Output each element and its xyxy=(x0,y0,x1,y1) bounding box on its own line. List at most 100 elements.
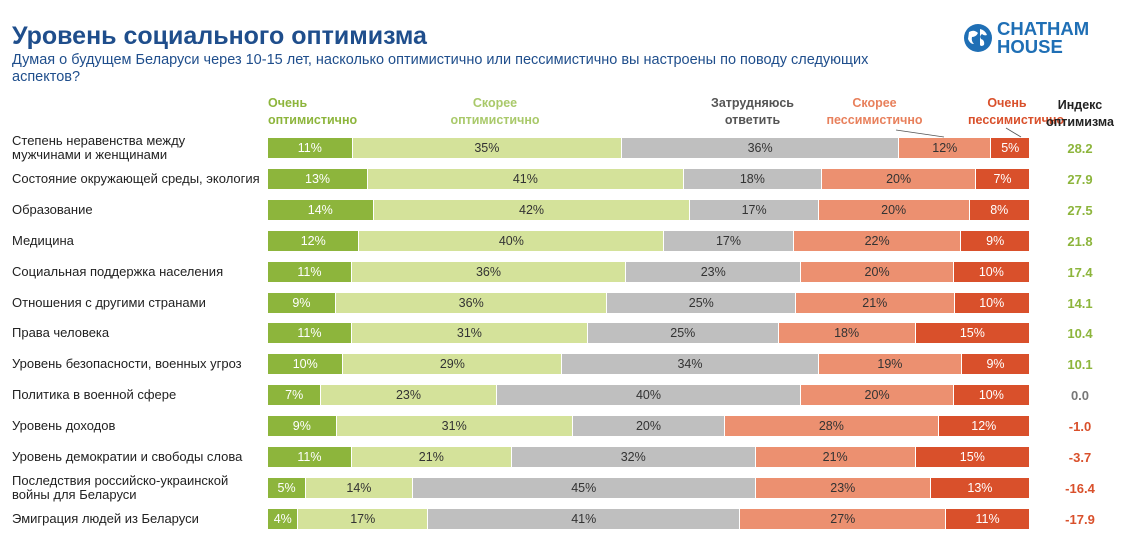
bar-segment: 25% xyxy=(607,292,797,313)
bar-segment: 13% xyxy=(930,477,1030,498)
bar-segment: 27% xyxy=(740,508,947,529)
bar-row: 10% 29% 34% 19% 9% xyxy=(268,354,1030,375)
bar-segment: 8% xyxy=(969,199,1030,220)
optimism-index: -1.0 xyxy=(1068,419,1092,435)
bar-segment: 21% xyxy=(796,292,955,313)
bar-segment: 40% xyxy=(496,385,802,406)
page-title: Уровень социального оптимизма xyxy=(12,22,427,50)
bar-segment: 31% xyxy=(351,323,589,344)
logo-text: CHATHAM HOUSE xyxy=(997,19,1089,56)
bar-segment: 11% xyxy=(268,261,352,282)
optimism-index: -17.9 xyxy=(1065,511,1095,527)
bar-row: 9% 31% 20% 28% 12% xyxy=(268,416,1030,437)
bar-segment: 10% xyxy=(953,261,1030,282)
bar-segment: 41% xyxy=(428,508,741,529)
bar-segment: 25% xyxy=(588,323,779,344)
bar-segment: 34% xyxy=(562,354,819,375)
category-label: Образование xyxy=(12,201,93,217)
bar-segment: 19% xyxy=(818,354,963,375)
bar-segment: 40% xyxy=(359,230,665,251)
bar-segment: 23% xyxy=(755,477,931,498)
bar-segment: 14% xyxy=(306,477,413,498)
bar-segment: 45% xyxy=(412,477,756,498)
bar-segment: 18% xyxy=(778,323,916,344)
chatham-house-logo: CHATHAM HOUSE xyxy=(963,19,1089,56)
category-label: Уровень демократии и свободы слова xyxy=(12,449,243,464)
bar-segment: 11% xyxy=(268,138,353,158)
legend-item: Очень пессимистично xyxy=(968,96,1065,127)
bar-segment: 17% xyxy=(664,230,794,251)
category-label: Медицина xyxy=(12,232,74,248)
bar-segment: 18% xyxy=(683,168,823,189)
bar-segment: 5% xyxy=(991,138,1030,158)
optimism-index: 10.4 xyxy=(1067,326,1093,342)
legend-item: Скорее оптимистично xyxy=(450,96,540,127)
bar-row: 14% 42% 17% 20% 8% xyxy=(268,199,1030,220)
bar-segment: 12% xyxy=(938,416,1030,437)
bar-segment: 10% xyxy=(268,354,344,375)
bar-segment: 13% xyxy=(268,168,369,189)
bar-segment: 36% xyxy=(622,138,900,158)
bar-segment: 21% xyxy=(755,447,916,467)
bar-segment: 14% xyxy=(268,199,374,220)
bar-segment: 29% xyxy=(343,354,563,375)
bar-segment: 10% xyxy=(954,292,1030,313)
bar-segment: 15% xyxy=(915,323,1030,344)
bar-segment: 15% xyxy=(915,447,1030,467)
bar-segment: 23% xyxy=(321,385,497,406)
bar-segment: 9% xyxy=(962,354,1030,375)
legend-item: Скорее пессимистично xyxy=(826,96,923,127)
optimism-index: 0.0 xyxy=(1070,388,1090,404)
category-label: Социальная поддержка населения xyxy=(12,263,224,279)
bar-row: 12% 40% 17% 22% 9% xyxy=(268,230,1030,251)
category-label: Отношения с другими странами xyxy=(12,294,206,310)
category-label: Права человека xyxy=(12,325,110,341)
bar-segment: 9% xyxy=(268,292,336,313)
bar-segment: 42% xyxy=(373,199,691,220)
bar-segment: 20% xyxy=(572,416,726,437)
category-label: Степень неравенства между мужчинами и же… xyxy=(12,133,186,162)
bar-segment: 4% xyxy=(268,508,299,529)
optimism-index: -3.7 xyxy=(1068,450,1092,465)
bar-segment: 7% xyxy=(268,385,322,406)
bar-segment: 11% xyxy=(268,447,352,467)
globe-icon xyxy=(964,24,992,52)
bar-segment: 20% xyxy=(801,385,954,406)
bar-segment: 20% xyxy=(822,168,977,189)
bar-segment: 36% xyxy=(335,292,608,313)
legend-item: Затрудняюсь ответить xyxy=(711,96,794,127)
bar-segment: 20% xyxy=(818,199,970,220)
bar-row: 9% 36% 25% 21% 10% xyxy=(268,292,1030,313)
legend-item: Очень оптимистично xyxy=(268,96,358,127)
bar-segment: 35% xyxy=(352,138,623,158)
optimism-index: 21.8 xyxy=(1067,233,1093,249)
bar-segment: 23% xyxy=(626,261,802,282)
category-label: Политика в военной сфере xyxy=(12,387,177,403)
category-label: Состояние окружающей среды, экология xyxy=(12,170,260,186)
bar-row: 13% 41% 18% 20% 7% xyxy=(268,168,1030,189)
bar-segment: 9% xyxy=(961,230,1030,251)
category-label: Эмиграция людей из Беларуси xyxy=(12,510,199,526)
bar-segment: 17% xyxy=(690,199,819,220)
optimism-index: 28.2 xyxy=(1067,141,1093,156)
optimism-index: 17.4 xyxy=(1067,264,1093,280)
bar-row: 5% 14% 45% 23% 13% xyxy=(268,477,1030,498)
bar-row: 7% 23% 40% 20% 10% xyxy=(268,385,1030,406)
bar-row: 11% 36% 23% 20% 10% xyxy=(268,261,1030,282)
bar-segment: 31% xyxy=(336,416,573,437)
bar-segment: 12% xyxy=(268,230,360,251)
bar-segment: 7% xyxy=(976,168,1030,189)
bar-segment: 21% xyxy=(351,447,512,467)
optimism-index: 27.5 xyxy=(1067,202,1093,218)
bar-segment: 41% xyxy=(368,168,684,189)
bar-row: 11% 35% 36% 12% 5% xyxy=(268,138,1030,158)
subtitle: Думая о будущем Беларуси через 10-15 лет… xyxy=(12,52,869,85)
category-label: Последствия российско-украинской войны д… xyxy=(12,472,229,502)
bar-row: 11% 21% 32% 21% 15% xyxy=(268,447,1030,467)
bar-segment: 20% xyxy=(801,261,954,282)
optimism-index: 27.9 xyxy=(1067,171,1093,187)
bar-segment: 11% xyxy=(268,323,352,344)
category-label: Уровень доходов xyxy=(12,418,116,434)
bar-segment: 5% xyxy=(268,477,307,498)
bar-segment: 11% xyxy=(946,508,1030,529)
